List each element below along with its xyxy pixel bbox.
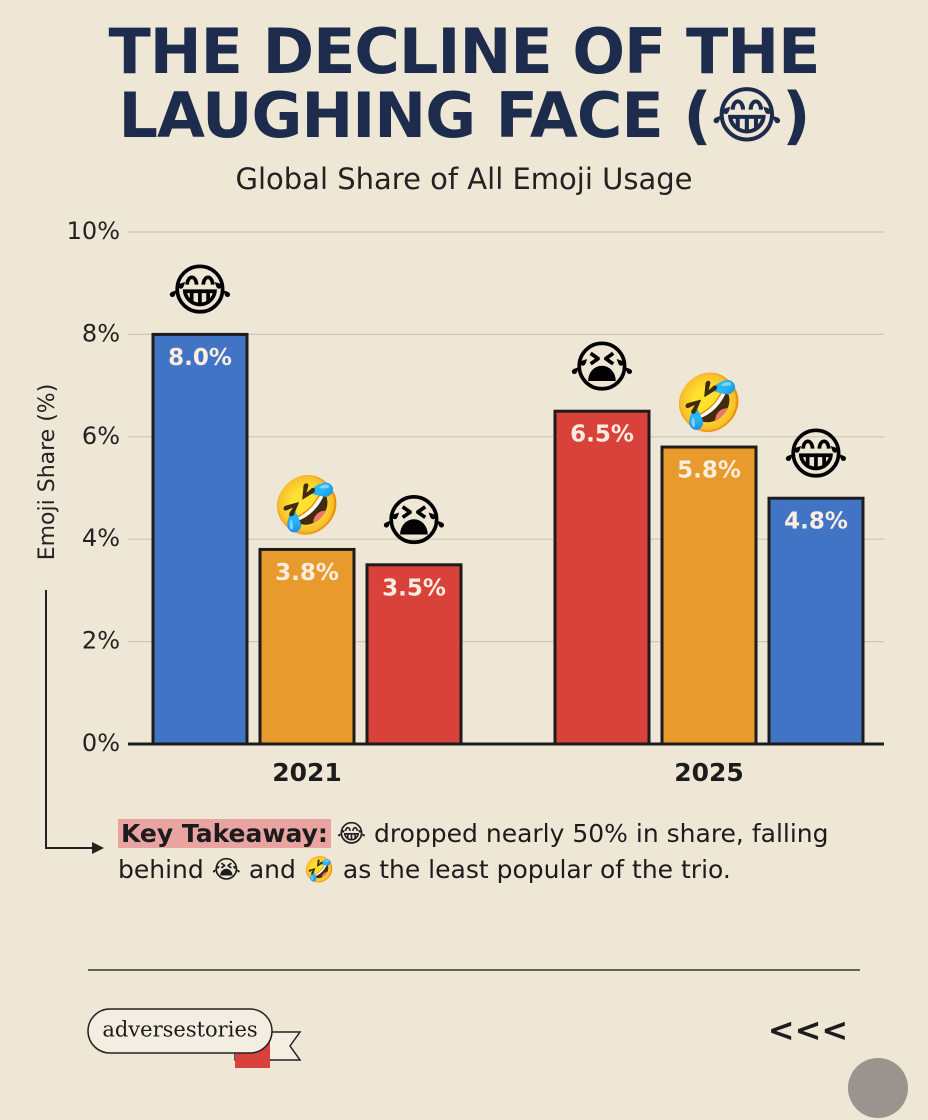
bar <box>365 563 463 746</box>
y-tick-label: 6% <box>82 422 120 450</box>
bar-emoji: 🤣 <box>672 371 744 438</box>
brand: adversestories <box>102 1018 257 1042</box>
value-label: 4.8% <box>784 509 848 535</box>
nav-back[interactable]: <<< <box>768 1011 848 1049</box>
y-axis-label: Emoji Share (%) <box>35 384 60 561</box>
brand-pill <box>87 1008 273 1054</box>
bar <box>553 409 651 746</box>
value-label: 5.8% <box>677 458 741 484</box>
x-tick-label: 2025 <box>674 758 744 787</box>
y-tick-label: 2% <box>82 627 120 655</box>
y-tick-label: 10% <box>67 217 120 245</box>
y-tick-label: 4% <box>82 524 120 552</box>
bar <box>151 332 249 746</box>
value-label: 8.0% <box>168 345 232 371</box>
takeaway-label: Key Takeaway: <box>118 819 331 848</box>
bar-emoji: 😭 <box>381 489 446 554</box>
sound-button[interactable] <box>848 1058 908 1118</box>
bar-emoji: 😂 <box>783 422 848 487</box>
x-tick-label: 2021 <box>272 758 342 787</box>
value-label: 3.8% <box>275 560 339 586</box>
chart-title: THE DECLINE OF THE LAUGHING FACE (😂) <box>108 15 820 152</box>
y-tick-label: 0% <box>82 729 120 757</box>
bar <box>660 445 758 746</box>
bar <box>258 547 356 746</box>
arrow <box>45 590 100 849</box>
bar-emoji: 🤣 <box>270 474 342 541</box>
takeaway-text: 😂 dropped nearly 50% in share, falling b… <box>118 819 829 884</box>
bar <box>767 496 865 746</box>
arrow-head <box>92 842 104 854</box>
value-label: 3.5% <box>382 575 446 601</box>
value-label: 6.5% <box>570 422 634 448</box>
chart-subtitle: Global Share of All Emoji Usage <box>235 162 693 196</box>
bar-emoji: 😂 <box>167 259 232 324</box>
bar-emoji: 😭 <box>569 335 634 400</box>
key-takeaway: Key Takeaway: 😂 dropped nearly 50% in sha… <box>118 816 858 888</box>
y-tick-label: 8% <box>82 319 120 347</box>
